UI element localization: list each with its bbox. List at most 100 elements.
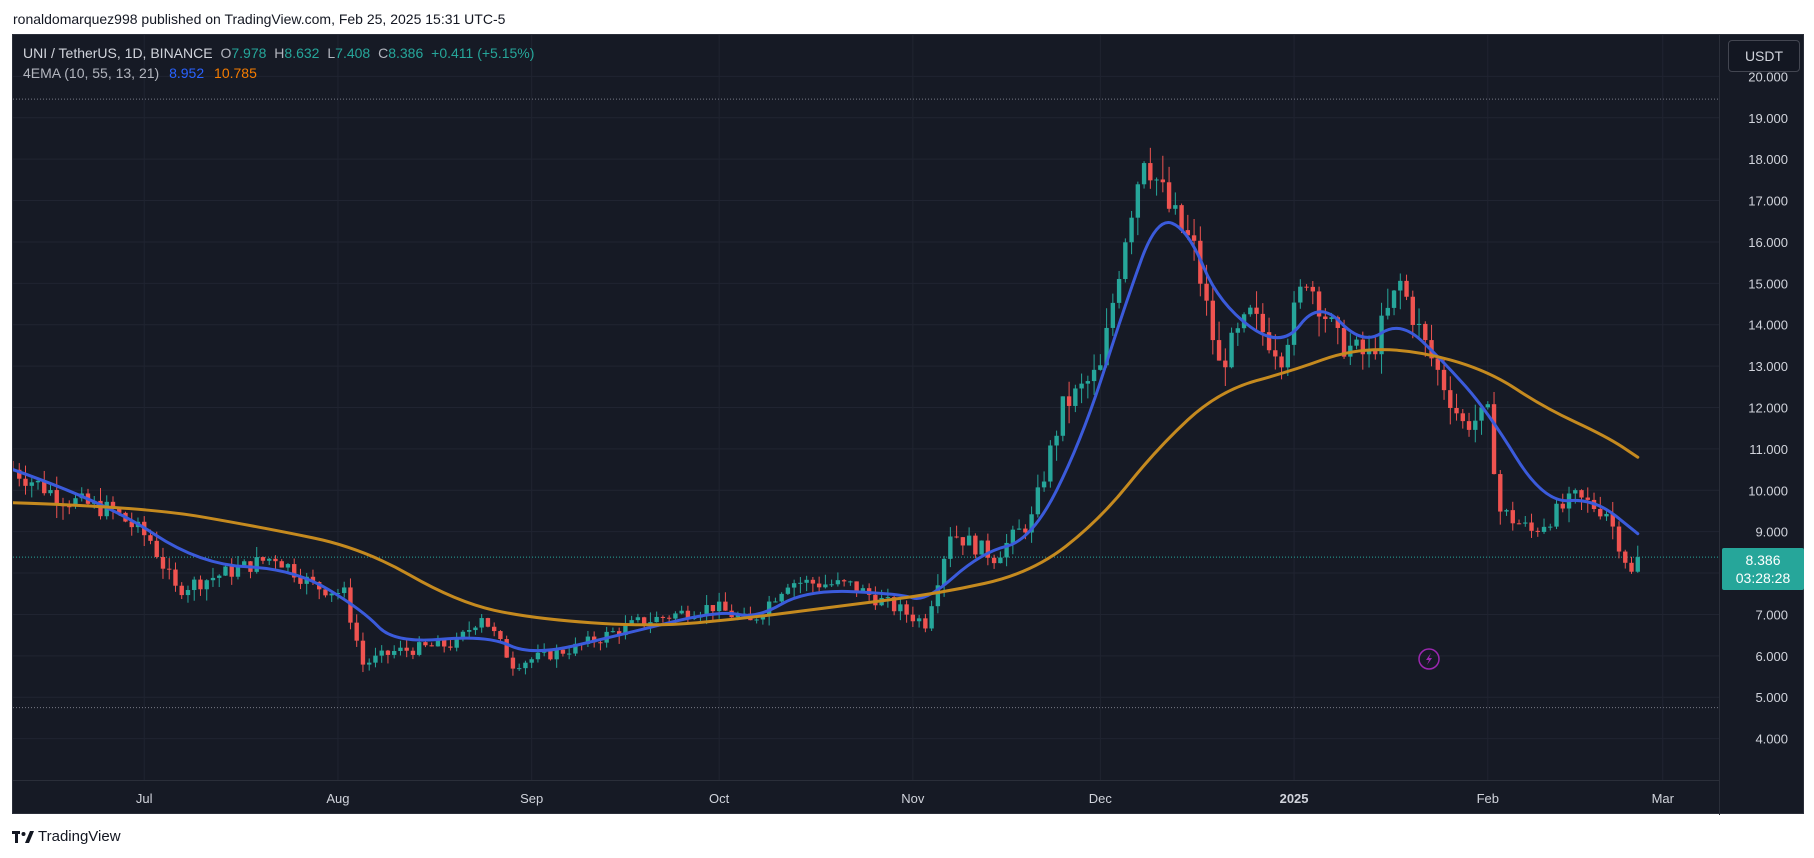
candle: [1110, 293, 1116, 336]
grid-lines: [13, 35, 1719, 780]
candle-body: [566, 653, 572, 655]
candle: [1123, 238, 1128, 283]
candle-body: [666, 617, 672, 619]
candle-body: [641, 617, 647, 625]
price-tick-label: 7.000: [1755, 607, 1788, 622]
symbol-label[interactable]: UNI / TetherUS, 1D, BINANCE: [23, 45, 213, 61]
candle-body: [1291, 302, 1297, 345]
candle: [904, 600, 909, 623]
candle-body: [1398, 280, 1403, 291]
candle: [1048, 440, 1053, 488]
candle-body: [17, 469, 22, 479]
candle: [1135, 181, 1141, 236]
candle: [954, 525, 959, 539]
candle-body: [1279, 356, 1284, 368]
candle-body: [973, 535, 978, 555]
candle-body: [1423, 323, 1428, 341]
indicator-label[interactable]: 4EMA (10, 55, 13, 21): [23, 65, 160, 81]
candle-body: [1123, 242, 1128, 279]
candle-body: [1098, 365, 1103, 370]
candle-body: [1410, 296, 1415, 325]
candle-body: [773, 601, 778, 603]
candle: [754, 618, 759, 624]
candle-body: [1223, 360, 1228, 368]
time-tick-label: Jul: [136, 791, 153, 806]
candle-body: [1379, 315, 1384, 355]
chart-frame[interactable]: UNI / TetherUS, 1D, BINANCE O7.978 H8.63…: [10, 34, 1805, 815]
price-tick-label: 9.000: [1755, 525, 1788, 540]
candle: [529, 657, 534, 669]
chart-legend: UNI / TetherUS, 1D, BINANCE O7.978 H8.63…: [23, 43, 534, 83]
candle: [1510, 501, 1515, 531]
candle-body: [591, 636, 597, 643]
candle: [973, 533, 978, 559]
candle-body: [223, 566, 228, 576]
candle: [660, 615, 666, 623]
candle-body: [242, 561, 247, 567]
high-label: H: [274, 45, 285, 61]
dotted-levels: [13, 98, 1719, 709]
candle-body: [629, 620, 634, 625]
candle-body: [367, 662, 372, 665]
candle-body: [985, 540, 991, 558]
price-tick-label: 11.000: [1749, 442, 1788, 457]
candle-body: [1085, 381, 1091, 384]
currency-button[interactable]: USDT: [1728, 40, 1800, 72]
candle: [260, 556, 266, 565]
candle: [1035, 474, 1041, 518]
price-axis[interactable]: USDT 4.0005.0006.0007.0008.0009.00010.00…: [1719, 35, 1805, 815]
candle-body: [1260, 313, 1266, 333]
price-tick-label: 5.000: [1755, 690, 1788, 705]
candle: [367, 658, 372, 671]
candle-body: [660, 616, 666, 618]
lightning-icon[interactable]: [1418, 648, 1440, 670]
candle: [173, 562, 178, 592]
candle-body: [1541, 526, 1547, 532]
candle-body: [1529, 522, 1534, 531]
candle-body: [1604, 513, 1609, 517]
candle: [1235, 322, 1241, 346]
close-value: 8.386: [388, 45, 424, 61]
candle-body: [210, 577, 216, 581]
candle-body: [1573, 490, 1578, 494]
candle: [948, 527, 953, 568]
candle: [466, 621, 472, 638]
candle-body: [1498, 474, 1503, 512]
candle: [710, 604, 716, 620]
candle: [1148, 147, 1153, 189]
candle: [1129, 210, 1134, 255]
candle-body: [491, 626, 497, 632]
candle: [723, 592, 728, 611]
candle-body: [1035, 487, 1041, 515]
candle-body: [1385, 307, 1390, 316]
candle-body: [473, 627, 478, 631]
candle-body: [948, 536, 953, 559]
candle-body: [1154, 179, 1159, 181]
candle-body: [1079, 383, 1084, 389]
candle: [1454, 393, 1459, 421]
tradingview-brand[interactable]: TradingView: [12, 828, 121, 845]
candle-body: [723, 601, 728, 611]
candle: [479, 613, 484, 633]
candle-body: [1560, 503, 1565, 509]
candle: [1248, 304, 1253, 317]
candle: [804, 575, 809, 592]
candle-body: [1266, 332, 1272, 351]
candle-body: [535, 652, 541, 660]
candle-body: [1523, 522, 1528, 524]
candle: [1423, 321, 1428, 357]
candle: [473, 625, 478, 635]
candle-body: [1629, 562, 1634, 572]
candle-body: [804, 579, 809, 583]
candle-body: [1516, 523, 1522, 525]
plot-area[interactable]: UNI / TetherUS, 1D, BINANCE O7.978 H8.63…: [10, 35, 1719, 780]
time-axis[interactable]: Jul Aug Sep Oct Nov Dec 2025 Feb Mar: [13, 780, 1719, 815]
candle: [23, 465, 28, 495]
candle: [1460, 409, 1465, 429]
candle-body: [929, 606, 934, 629]
price-chart[interactable]: [10, 35, 1719, 780]
candle-body: [573, 643, 578, 654]
price-tick-label: 10.000: [1748, 483, 1788, 498]
time-tick-label: Aug: [326, 791, 349, 806]
candle-body: [1435, 358, 1440, 370]
